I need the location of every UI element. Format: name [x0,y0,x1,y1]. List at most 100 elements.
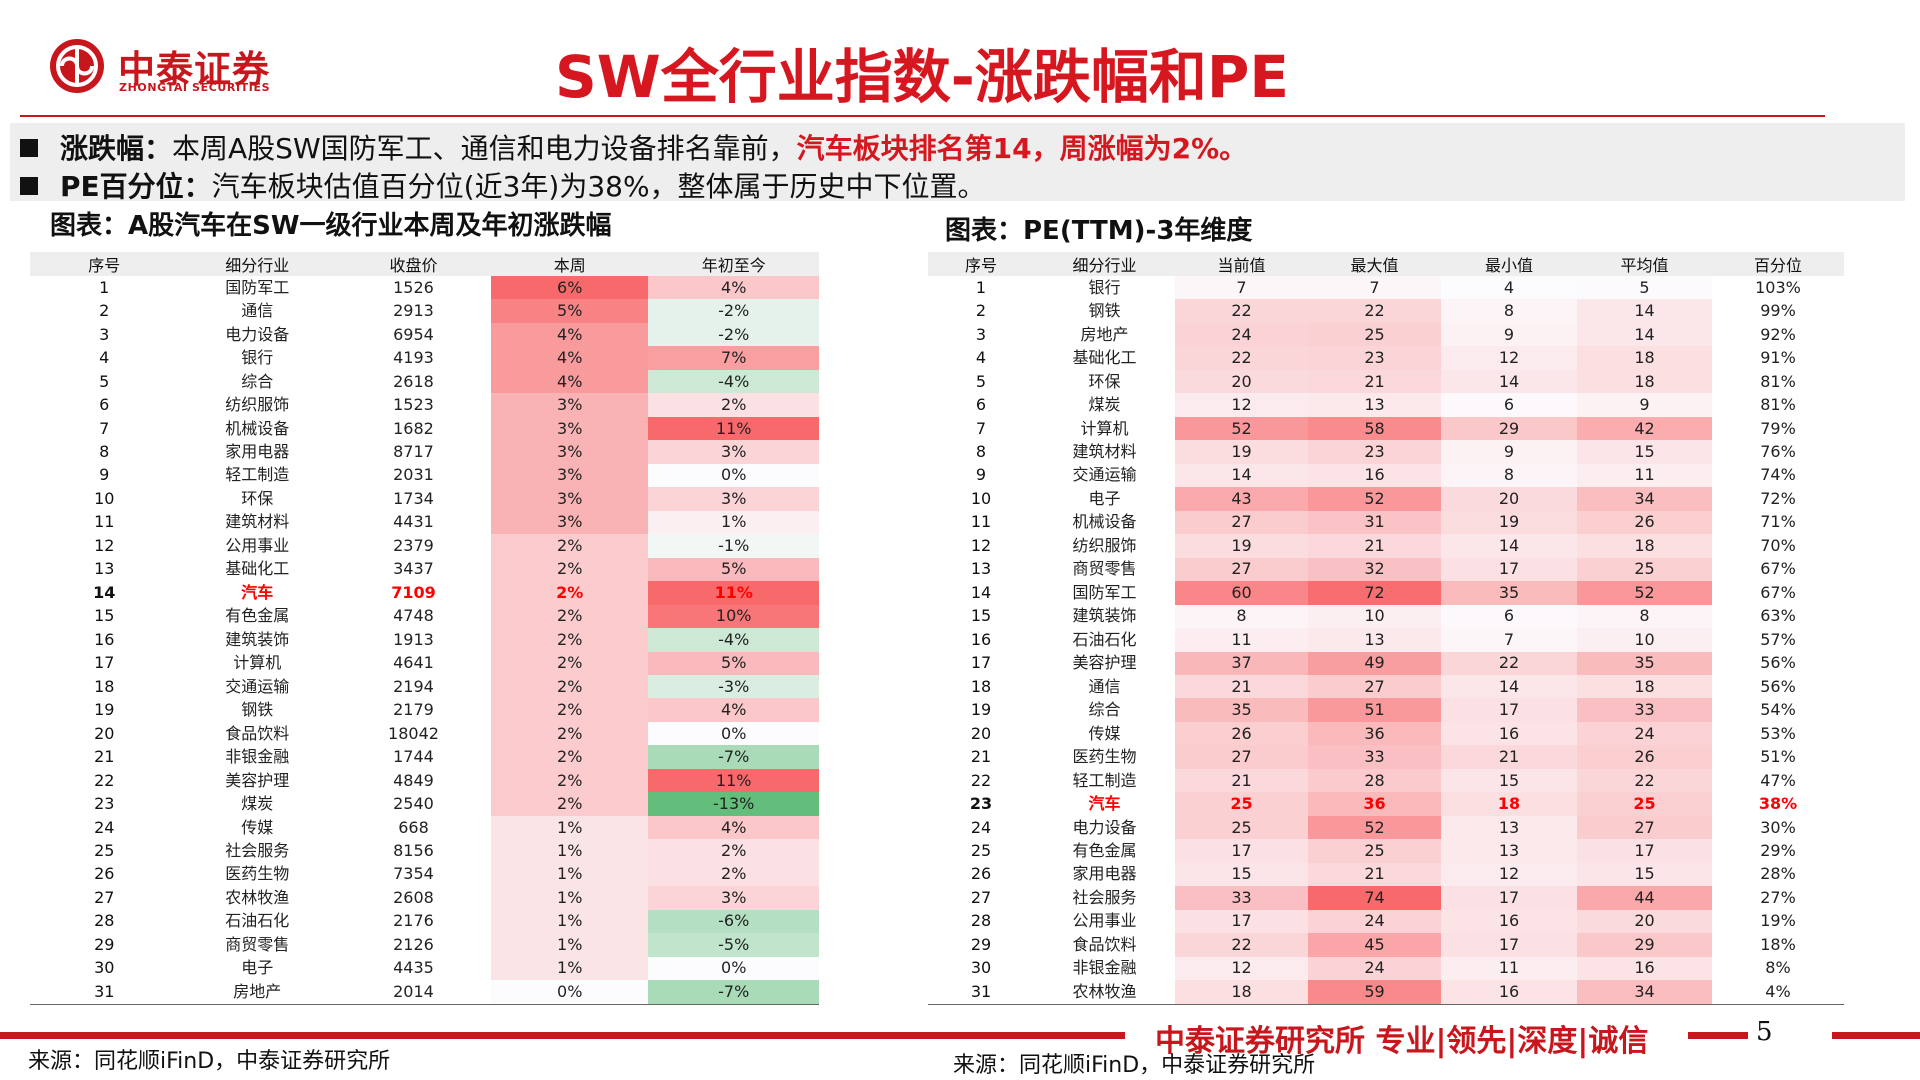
header-weekly-change: 本周 [491,252,649,276]
cell-pe-percentile: 29% [1760,840,1796,860]
cell-seq: 14 [970,582,992,602]
cell-weekly-change: 2% [491,604,649,629]
cell-seq: 4 [975,348,987,368]
cell-seq: 24 [94,817,115,837]
cell-weekly-change: 3% [491,487,649,511]
table-row: 14 国防军工 60 72 35 52 67% [928,581,1844,605]
cell-weekly-change: 1% [491,886,649,910]
cell-close-price: 2179 [393,700,434,720]
cell-industry: 医药生物 [1072,747,1137,767]
table-row: 20 传媒 26 36 16 24 53% [928,721,1844,746]
cell-industry: 银行 [241,348,274,368]
header-close-price: 收盘价 [335,252,492,276]
cell-seq: 22 [970,770,992,790]
cell-pe-min: 9 [1441,322,1577,347]
cell-industry: 汽车 [241,582,274,602]
cell-pe-avg: 52 [1577,581,1712,605]
cell-pe-avg: 18 [1577,346,1712,370]
cell-pe-avg: 29 [1577,933,1712,957]
cell-close-price: 668 [398,817,429,837]
cell-pe-min: 6 [1441,604,1577,629]
cell-seq: 20 [970,723,992,743]
cell-pe-percentile: 4% [1712,980,1844,1005]
cell-close-price: 4193 [393,348,434,368]
cell-seq: 9 [975,465,987,485]
cell-ytd-change: 0% [648,463,819,488]
cell-seq: 16 [94,629,115,649]
table-row: 14 汽车 7109 2% 11% [30,581,819,605]
cell-industry: 环保 [241,488,274,508]
table-row: 29 食品饮料 22 45 17 29 18% [928,933,1844,957]
cell-seq: 17 [970,653,992,673]
cell-close-price: 2618 [393,371,434,391]
table-row: 16 石油石化 11 13 7 10 57% [928,628,1844,652]
cell-pe-avg: 18 [1577,369,1712,394]
table-row: 28 公用事业 17 24 16 20 19% [928,909,1844,934]
cell-seq: 7 [99,418,110,438]
table-row: 7 计算机 52 58 29 42 79% [928,416,1844,441]
bullet-highlight: 汽车板块排名第14，周涨幅为2%。 [796,132,1248,165]
cell-seq: 11 [94,512,115,532]
cell-pe-percentile: 63% [1760,606,1796,626]
cell-ytd-change: 3% [648,886,819,910]
cell-seq: 20 [94,723,115,743]
table-row: 29 商贸零售 2126 1% -5% [30,933,819,957]
table-header-row: 序号 细分行业 收盘价 本周 年初至今 [30,252,819,276]
cell-ytd-change: 5% [648,557,819,582]
cell-seq: 21 [94,747,115,767]
cell-pe-current: 21 [1175,768,1308,793]
cell-ytd-change: -4% [648,369,819,394]
cell-pe-avg: 26 [1577,510,1712,535]
cell-industry: 石油石化 [225,911,290,931]
cell-pe-current: 8 [1175,604,1308,629]
cell-weekly-change: 4% [491,346,649,370]
cell-pe-current: 22 [1175,299,1308,323]
table-row: 17 计算机 4641 2% 5% [30,651,819,675]
table-row: 23 煤炭 2540 2% -13% [30,792,819,816]
cell-close-price: 4431 [393,512,434,532]
table-row: 6 纺织服饰 1523 3% 2% [30,393,819,417]
cell-weekly-change: 0% [491,980,649,1005]
cell-ytd-change: 1% [648,510,819,535]
cell-pe-percentile: 99% [1760,301,1796,321]
cell-pe-max: 58 [1308,416,1441,441]
cell-seq: 24 [970,817,992,837]
cell-seq: 29 [94,934,115,954]
cell-pe-min: 13 [1441,839,1577,863]
cell-pe-current: 14 [1175,463,1308,488]
table-row: 3 电力设备 6954 4% -2% [30,322,819,347]
cell-pe-avg: 5 [1577,276,1712,300]
cell-pe-avg: 11 [1577,463,1712,488]
cell-ytd-change: -5% [648,933,819,957]
cell-seq: 2 [99,301,110,321]
cell-pe-current: 21 [1175,674,1308,699]
cell-close-price: 18042 [388,723,439,743]
table-row: 12 纺织服饰 19 21 14 18 70% [928,534,1844,558]
cell-pe-percentile: 8% [1765,958,1791,978]
cell-seq: 28 [94,911,115,931]
source-note-right: 来源：同花顺iFinD，中泰证券研究所 [953,1053,1316,1078]
cell-industry: 轻工制造 [225,465,290,485]
cell-industry: 医药生物 [225,864,290,884]
cell-pe-min: 16 [1441,980,1577,1005]
cell-pe-max: 31 [1308,510,1441,535]
cell-industry: 综合 [1088,700,1121,720]
cell-industry: 纺织服饰 [1072,535,1137,555]
cell-industry: 综合 [241,371,274,391]
cell-pe-max: 52 [1308,815,1441,840]
cell-close-price: 8717 [393,442,434,462]
cell-weekly-change: 2% [491,698,649,722]
cell-weekly-change: 3% [491,510,649,535]
cell-pe-avg: 26 [1577,745,1712,769]
cell-industry: 电子 [241,958,274,978]
cell-seq: 15 [94,606,115,626]
cell-seq: 18 [970,676,992,696]
cell-pe-current: 22 [1175,346,1308,370]
cell-industry: 传媒 [241,817,274,837]
cell-pe-percentile: 47% [1760,770,1796,790]
table-row: 31 农林牧渔 18 59 16 34 4% [928,980,1844,1005]
cell-weekly-change: 1% [491,839,649,863]
cell-pe-percentile: 56% [1760,676,1796,696]
cell-industry: 煤炭 [241,794,274,814]
cell-pe-max: 24 [1308,909,1441,934]
